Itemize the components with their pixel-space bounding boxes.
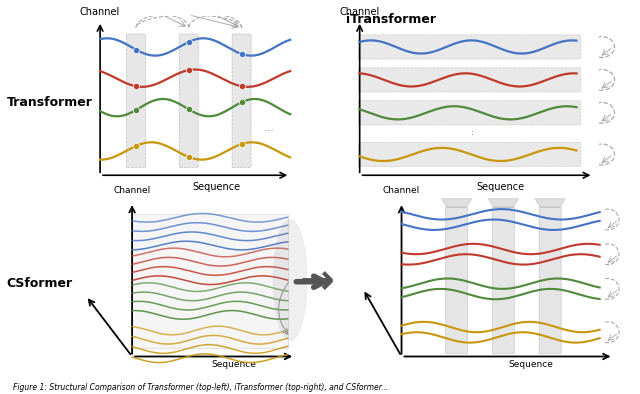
FancyBboxPatch shape (358, 142, 580, 167)
FancyBboxPatch shape (179, 34, 198, 167)
Text: Channel: Channel (340, 7, 380, 17)
Text: iTransformer: iTransformer (346, 13, 436, 26)
Text: Transformer: Transformer (6, 96, 92, 109)
Text: Sequence: Sequence (192, 182, 240, 192)
Text: Channel: Channel (113, 186, 151, 195)
Text: Figure 1: Structural Comparison of Transformer (top-left), iTransformer (top-rig: Figure 1: Structural Comparison of Trans… (13, 383, 388, 392)
Text: CSformer: CSformer (6, 277, 72, 290)
FancyBboxPatch shape (232, 34, 251, 167)
FancyBboxPatch shape (445, 206, 468, 354)
FancyBboxPatch shape (358, 35, 580, 59)
Text: ...: ... (264, 123, 275, 132)
Text: Channel: Channel (383, 186, 420, 195)
Polygon shape (535, 199, 565, 207)
Text: Channel: Channel (80, 7, 120, 17)
Text: Sequence: Sequence (508, 360, 554, 369)
Text: ..: .. (465, 128, 474, 134)
Text: →: → (300, 261, 334, 303)
Ellipse shape (273, 219, 307, 341)
Polygon shape (132, 214, 288, 348)
Text: Sequence: Sequence (212, 360, 257, 369)
Text: Sequence: Sequence (476, 182, 525, 192)
Polygon shape (442, 199, 472, 207)
FancyBboxPatch shape (492, 206, 515, 354)
FancyBboxPatch shape (539, 206, 561, 354)
FancyBboxPatch shape (127, 34, 145, 167)
FancyBboxPatch shape (358, 68, 580, 92)
FancyBboxPatch shape (358, 101, 580, 125)
Polygon shape (488, 199, 518, 207)
